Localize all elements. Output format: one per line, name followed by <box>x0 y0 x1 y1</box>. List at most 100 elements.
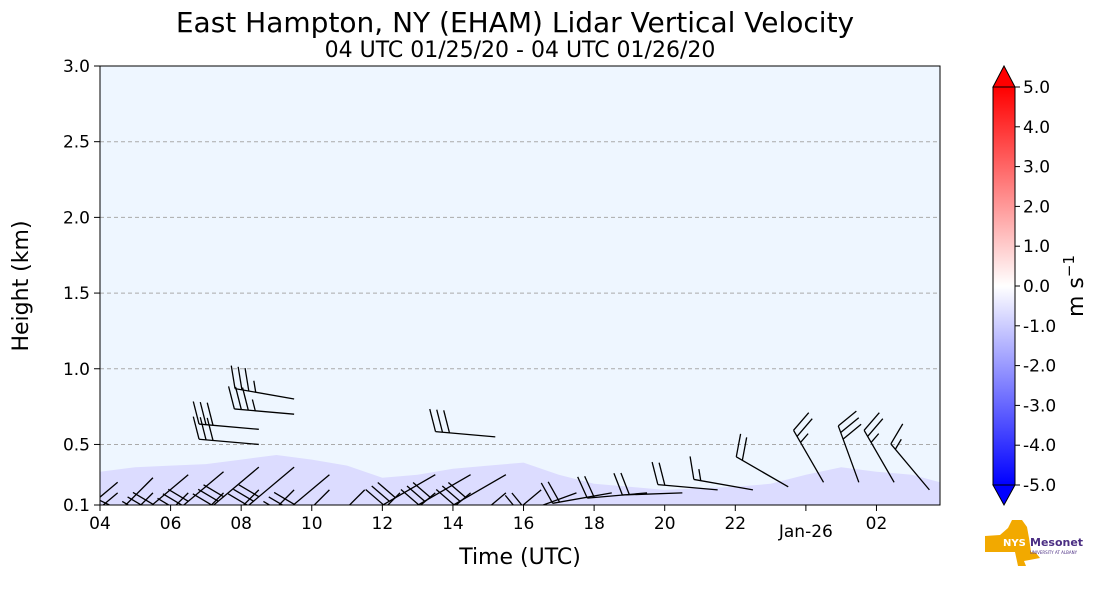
wind-barb <box>613 472 683 496</box>
wind-barb-staff <box>890 443 930 491</box>
wind-barb-half <box>894 438 902 450</box>
x-tick-label: Jan-26 <box>778 522 833 542</box>
wind-barb-full <box>227 386 235 410</box>
wind-barb <box>490 492 507 505</box>
wind-barb-staff <box>234 408 295 415</box>
wind-barb-full <box>244 367 250 392</box>
wind-barb-full <box>412 482 432 499</box>
wind-barb-half <box>322 517 333 522</box>
wind-barb <box>192 466 260 505</box>
wind-barb-full <box>206 417 214 441</box>
wind-barb-full <box>195 522 216 532</box>
wind-barb-full <box>162 493 183 505</box>
colorbar-tick-label: 1.0 <box>1023 237 1050 257</box>
wind-barb-full <box>689 456 695 480</box>
wind-barb-staff <box>212 466 260 505</box>
y-tick-label: 2.5 <box>63 133 90 153</box>
x-axis-ticks: 04 06 08 10 12 14 16 18 20 22 Jan-26 02 <box>89 505 887 542</box>
wind-barb-staff <box>102 492 119 505</box>
colorbar-tick-label: 3.0 <box>1023 158 1050 178</box>
wind-barb <box>890 423 930 491</box>
wind-barb-full <box>241 387 249 411</box>
wind-barb-staff <box>418 474 471 505</box>
wind-barb-full <box>197 488 219 502</box>
wind-barb-full <box>410 515 430 527</box>
wind-barb <box>195 489 260 532</box>
wind-barb-full <box>233 488 254 502</box>
wind-barb-staff <box>453 474 507 505</box>
wind-barb-full <box>840 417 860 433</box>
logo-mesonet-text: Mesonet <box>1030 536 1083 549</box>
wind-barb-staff <box>622 492 683 496</box>
wind-barb <box>266 489 330 532</box>
wind-barb-half <box>72 517 82 523</box>
colorbar-tick-label: 5.0 <box>1023 78 1050 98</box>
wind-barb <box>278 489 295 505</box>
wind-barb-full <box>205 512 226 522</box>
x-tick-label: 06 <box>160 514 182 534</box>
colorbar: 5.0 4.0 3.0 2.0 1.0 0.0 -1.0 -2.0 -3.0 -4.0 -5.0 m… <box>992 64 1089 507</box>
wind-barb-full <box>511 492 523 505</box>
wind-barb-full <box>365 489 384 505</box>
x-tick-label: 04 <box>89 514 111 534</box>
wind-barb <box>689 456 754 491</box>
wind-barb-full <box>837 410 857 427</box>
wind-barb <box>230 365 295 400</box>
wind-barb-staff <box>348 489 366 505</box>
plot-frame <box>99 65 941 506</box>
wind-barb-full <box>263 500 271 505</box>
nys-mesonet-logo: NYS Mesonet UNIVERSITY AT ALBANY <box>985 520 1083 566</box>
y-tick-label: 1.5 <box>63 284 90 304</box>
x-tick-label: 22 <box>724 514 746 534</box>
wind-barb-full <box>132 491 154 505</box>
wind-barb <box>577 475 648 499</box>
wind-barb-half <box>800 433 809 443</box>
wind-barb-full <box>57 515 77 527</box>
wind-barb-staff <box>386 492 401 505</box>
wind-barb-staff <box>522 489 542 505</box>
colorbar-label-units: m s <box>1064 277 1089 317</box>
x-tick-label: 12 <box>372 514 394 534</box>
wind-barb-full <box>266 522 287 532</box>
x-tick-label: 02 <box>866 514 888 534</box>
plot-area <box>57 65 941 532</box>
wind-barb-full <box>547 481 561 503</box>
x-tick-label: 20 <box>654 514 676 534</box>
wind-barb <box>522 489 542 505</box>
colorbar-ticks: 5.0 4.0 3.0 2.0 1.0 0.0 -1.0 -2.0 -3.0 -4.0 -5.0 <box>1015 78 1056 496</box>
wind-barb-full <box>796 418 813 437</box>
wind-barb-full <box>192 416 200 440</box>
wind-barb-staff <box>198 438 259 446</box>
colorbar-tick-label: 0.0 <box>1023 277 1050 297</box>
wind-barb-half <box>698 469 702 481</box>
x-tick-label: 08 <box>230 514 252 534</box>
wind-barb-full <box>199 401 207 425</box>
wind-barb-staff <box>863 430 895 483</box>
colorbar-tick-label: -5.0 <box>1023 476 1056 496</box>
x-tick-label: 14 <box>442 514 464 534</box>
x-tick-label: 16 <box>513 514 535 534</box>
wind-barb-full <box>584 475 595 498</box>
y-tick-label: 1.0 <box>63 360 90 380</box>
wind-barb-staff <box>383 474 436 505</box>
wind-barb <box>504 492 577 505</box>
wind-barb-full <box>540 482 554 504</box>
plot-background <box>100 66 940 505</box>
wind-barb-full <box>890 423 904 445</box>
logo-nys-text: NYS <box>1003 538 1026 549</box>
colorbar-tick-label: 4.0 <box>1023 118 1050 138</box>
wind-barb-full <box>436 409 444 433</box>
wind-barb-full <box>199 417 207 440</box>
wind-barb-staff <box>552 492 612 504</box>
wind-barb <box>263 474 330 505</box>
wind-barb <box>435 474 507 505</box>
wind-barb-full <box>504 494 515 505</box>
wind-barb-half <box>253 380 257 393</box>
wind-barb-staff <box>837 425 860 483</box>
wind-barb-full <box>130 520 151 530</box>
colorbar-max-extension <box>992 64 1016 88</box>
chart-subtitle: 04 UTC 01/25/20 - 04 UTC 01/26/20 <box>325 38 716 63</box>
wind-barb-full <box>238 484 260 498</box>
logo-university-text: UNIVERSITY AT ALBANY <box>1030 550 1078 555</box>
